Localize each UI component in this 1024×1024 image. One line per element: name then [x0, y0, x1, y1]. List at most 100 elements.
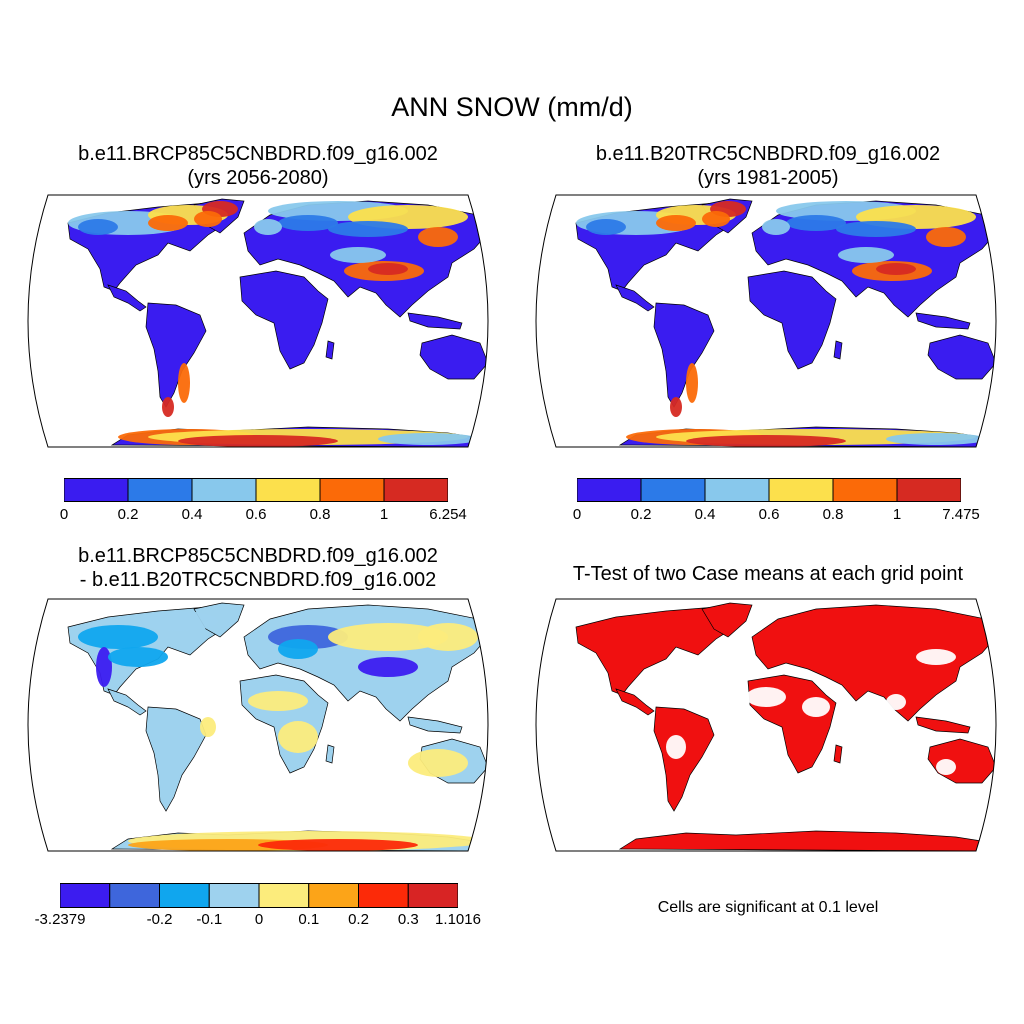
map1-region-9: [278, 215, 338, 231]
colorbar-case1-label-6: 6.254: [429, 506, 467, 523]
snow-map-case1: [27, 194, 489, 448]
panel2-title-years: (yrs 1981-2005): [697, 167, 839, 189]
panel1-title-case: b.e11.BRCP85C5CNBDRD.f09_g16.002: [78, 143, 438, 165]
colorbar-difference-label-2: -0.1: [196, 911, 223, 928]
map3-region-0: [78, 625, 158, 649]
map4-region-5: [886, 694, 906, 710]
map4-central-america: [615, 688, 655, 716]
colorbar-difference-box-5: [308, 883, 359, 908]
map4-region-3: [666, 735, 686, 759]
colorbar-case1-box-1: [127, 478, 193, 502]
map3-region-9: [248, 691, 308, 711]
map3-map-border: [27, 598, 489, 852]
map4-region-0: [746, 687, 786, 707]
colorbar-difference-box-0: [60, 883, 111, 908]
map2-africa: [747, 270, 837, 370]
map2-region-15: [686, 363, 698, 403]
map3-greenland: [193, 602, 245, 638]
colorbar-difference: [60, 883, 458, 908]
colorbar-case2-label-0: 0: [572, 506, 582, 523]
map3-region-7: [328, 623, 448, 651]
colorbar-case1-box-4: [319, 478, 385, 502]
map3-central-america: [107, 688, 147, 716]
panel2-title: b.e11.B20TRC5CNBDRD.f09_g16.002 (yrs 198…: [518, 142, 1018, 190]
colorbar-difference-label-0: -3.2379: [34, 911, 86, 928]
map4-map-border: [535, 598, 997, 852]
map3-madagascar: [325, 744, 335, 764]
colorbar-case1-label-5: 1: [379, 506, 389, 523]
colorbar-difference-labels: -3.2379 -0.2 -0.1 0 0.1 0.2 0.3 1.1016: [35, 911, 481, 931]
map1-madagascar: [325, 340, 335, 360]
map3-region-12: [200, 717, 216, 737]
map2-madagascar: [833, 340, 843, 360]
map3-region-1: [96, 647, 112, 687]
map1-region-16: [162, 397, 174, 417]
significance-note: Cells are significant at 0.1 level: [657, 899, 879, 916]
colorbar-difference-label-3: 0: [254, 911, 264, 928]
map2-region-13: [926, 227, 966, 247]
colorbar-case2-label-3: 0.6: [758, 506, 780, 523]
map2-region-14: [762, 219, 790, 235]
map2-region-19: [686, 435, 846, 447]
colorbar-case1-labels: 0 0.2 0.4 0.6 0.8 1 6.254: [60, 506, 467, 526]
map2-region-3: [586, 219, 626, 235]
colorbar-case2-box-4: [832, 478, 898, 502]
map4-south-america: [653, 706, 715, 812]
map2-central-america: [615, 284, 655, 312]
colorbar-difference-label-7: 1.1016: [435, 911, 481, 928]
ttest-significance-map: [535, 598, 997, 852]
colorbar-case2: [577, 478, 961, 502]
map4-indonesia: [915, 716, 971, 734]
map3-region-10: [278, 721, 318, 753]
map4-greenland: [701, 602, 753, 638]
colorbar-case1-label-4: 0.8: [309, 506, 331, 523]
panel3-title-case2: - b.e11.B20TRC5CNBDRD.f09_g16.002: [79, 569, 437, 591]
map4-region-4: [936, 759, 956, 775]
colorbar-case2-label-5: 1: [892, 506, 902, 523]
colorbar-difference-label-6: 0.3: [397, 911, 419, 928]
map2-region-9: [786, 215, 846, 231]
colorbar-case1-box-0: [64, 478, 129, 502]
map1-region-13: [418, 227, 458, 247]
map2-region-16: [670, 397, 682, 417]
map3-region-6: [358, 657, 418, 677]
map3-region-3: [138, 611, 218, 631]
colorbar-case1-label-1: 0.2: [117, 506, 139, 523]
map4-eurasia: [751, 604, 996, 722]
map3-south-america: [145, 706, 207, 812]
map3-region-15: [258, 839, 418, 851]
colorbar-case1-label-3: 0.6: [245, 506, 267, 523]
figure-title: ANN SNOW (mm/d): [391, 92, 633, 122]
map1-africa: [239, 270, 329, 370]
colorbar-case2-box-0: [577, 478, 642, 502]
map4-region-2: [916, 649, 956, 665]
map1-central-america: [107, 284, 147, 312]
map2-map-border: [535, 194, 997, 448]
colorbar-case2-label-6: 7.475: [942, 506, 980, 523]
colorbar-case2-label-1: 0.2: [630, 506, 652, 523]
colorbar-case2-box-5: [896, 478, 961, 502]
colorbar-case1-box-3: [255, 478, 321, 502]
colorbar-difference-box-7: [407, 883, 458, 908]
map1-region-3: [78, 219, 118, 235]
colorbar-difference-box-4: [258, 883, 310, 908]
map1-region-2: [148, 215, 188, 231]
map1-south-america: [145, 302, 207, 408]
panel4-title: T-Test of two Case means at each grid po…: [572, 563, 964, 585]
colorbar-difference-label-1: -0.2: [146, 911, 173, 928]
map2-region-12: [838, 247, 894, 263]
map1-map-border: [27, 194, 489, 448]
colorbar-case2-box-2: [704, 478, 770, 502]
map1-region-11: [368, 263, 408, 275]
map2-region-2: [656, 215, 696, 231]
colorbar-case1-box-2: [191, 478, 257, 502]
colorbar-difference-box-1: [109, 883, 160, 908]
map1-region-5: [194, 211, 222, 227]
map4-madagascar: [833, 744, 843, 764]
map4-region-1: [802, 697, 830, 717]
map3-region-11: [408, 749, 468, 777]
map2-australia: [927, 334, 996, 380]
map3-region-8: [418, 623, 478, 651]
colorbar-difference-label-5: 0.2: [348, 911, 369, 928]
map1-australia: [419, 334, 488, 380]
